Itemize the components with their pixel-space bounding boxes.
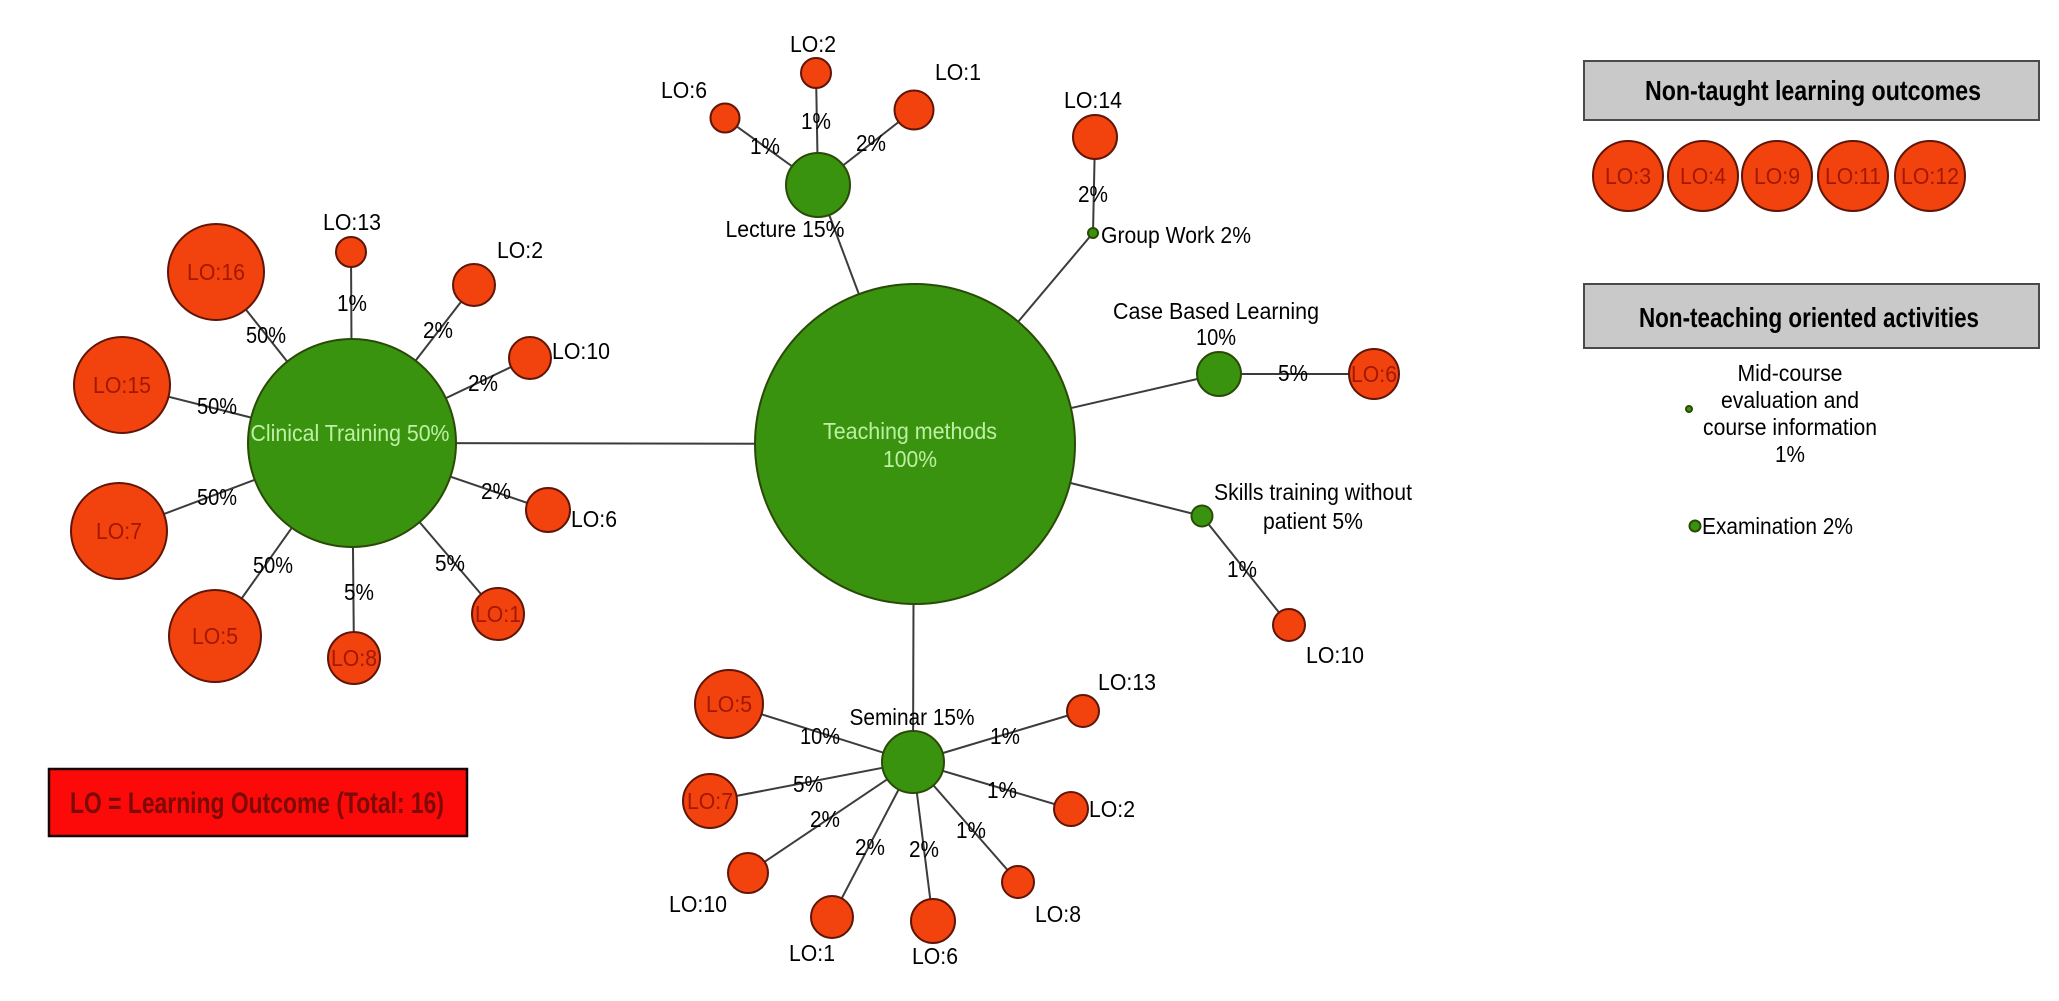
svg-text:Teaching methods: Teaching methods	[823, 418, 997, 444]
svg-text:Examination 2%: Examination 2%	[1702, 513, 1853, 539]
svg-text:Case Based Learning: Case Based Learning	[1113, 298, 1319, 324]
svg-text:1%: 1%	[337, 290, 367, 316]
svg-text:LO:13: LO:13	[1098, 669, 1156, 695]
svg-text:LO:11: LO:11	[1825, 163, 1881, 189]
svg-text:LO:9: LO:9	[1754, 163, 1800, 189]
svg-text:LO:2: LO:2	[790, 31, 836, 57]
svg-text:2%: 2%	[810, 806, 840, 832]
svg-text:LO:2: LO:2	[1089, 796, 1135, 822]
svg-text:LO:6: LO:6	[1351, 361, 1397, 387]
svg-text:LO:7: LO:7	[96, 518, 142, 544]
svg-text:2%: 2%	[468, 370, 498, 396]
svg-text:LO:8: LO:8	[1035, 901, 1081, 927]
svg-text:2%: 2%	[856, 130, 886, 156]
svg-text:LO:8: LO:8	[331, 645, 377, 671]
svg-text:LO:3: LO:3	[1605, 163, 1651, 189]
svg-text:LO:2: LO:2	[497, 237, 543, 263]
svg-text:2%: 2%	[855, 834, 885, 860]
svg-text:Non-taught learning outcomes: Non-taught learning outcomes	[1645, 75, 1981, 106]
svg-text:10%: 10%	[800, 723, 840, 749]
svg-text:2%: 2%	[909, 836, 939, 862]
svg-text:1%: 1%	[801, 108, 831, 134]
svg-text:LO:10: LO:10	[669, 891, 727, 917]
svg-text:5%: 5%	[344, 579, 374, 605]
svg-text:Mid-course: Mid-course	[1738, 360, 1843, 386]
svg-text:LO:15: LO:15	[93, 372, 151, 398]
svg-text:LO:6: LO:6	[661, 77, 707, 103]
svg-text:100%: 100%	[883, 446, 937, 472]
svg-text:evaluation and: evaluation and	[1721, 387, 1859, 413]
svg-text:LO = Learning Outcome (Total:: LO = Learning Outcome (Total: 16)	[70, 787, 444, 820]
svg-text:LO:6: LO:6	[571, 506, 617, 532]
svg-text:50%: 50%	[253, 552, 293, 578]
svg-text:5%: 5%	[435, 550, 465, 576]
svg-text:Lecture 15%: Lecture 15%	[726, 216, 845, 242]
svg-text:5%: 5%	[1278, 360, 1308, 386]
svg-text:Seminar 15%: Seminar 15%	[850, 704, 975, 730]
svg-text:1%: 1%	[956, 817, 986, 843]
svg-text:LO:1: LO:1	[789, 940, 835, 966]
svg-text:50%: 50%	[197, 484, 237, 510]
svg-text:LO:5: LO:5	[192, 623, 238, 649]
svg-text:patient 5%: patient 5%	[1263, 508, 1363, 534]
svg-text:LO:7: LO:7	[687, 788, 733, 814]
svg-text:Non-teaching oriented activiti: Non-teaching oriented activities	[1639, 302, 1979, 333]
svg-text:LO:10: LO:10	[552, 338, 610, 364]
svg-text:10%: 10%	[1196, 324, 1236, 350]
svg-text:1%: 1%	[1227, 556, 1257, 582]
svg-text:LO:14: LO:14	[1064, 87, 1122, 113]
svg-text:LO:4: LO:4	[1680, 163, 1726, 189]
svg-text:50%: 50%	[197, 393, 237, 419]
svg-text:LO:6: LO:6	[912, 943, 958, 969]
svg-text:2%: 2%	[423, 317, 453, 343]
svg-text:LO:13: LO:13	[323, 209, 381, 235]
svg-text:Skills training without: Skills training without	[1214, 479, 1413, 505]
svg-text:1%: 1%	[750, 133, 780, 159]
svg-text:LO:5: LO:5	[706, 691, 752, 717]
svg-text:2%: 2%	[481, 478, 511, 504]
svg-text:1%: 1%	[1775, 441, 1805, 467]
svg-text:LO:1: LO:1	[935, 59, 981, 85]
svg-text:2%: 2%	[1078, 181, 1108, 207]
svg-text:LO:16: LO:16	[187, 259, 245, 285]
svg-text:Clinical Training 50%: Clinical Training 50%	[251, 420, 450, 446]
svg-text:50%: 50%	[246, 322, 286, 348]
svg-text:LO:12: LO:12	[1901, 163, 1959, 189]
svg-text:LO:1: LO:1	[475, 601, 521, 627]
svg-text:Group Work 2%: Group Work 2%	[1101, 222, 1251, 248]
svg-text:5%: 5%	[793, 771, 823, 797]
svg-text:1%: 1%	[987, 777, 1017, 803]
svg-text:course information: course information	[1703, 414, 1877, 440]
svg-text:LO:10: LO:10	[1306, 642, 1364, 668]
svg-text:1%: 1%	[990, 723, 1020, 749]
